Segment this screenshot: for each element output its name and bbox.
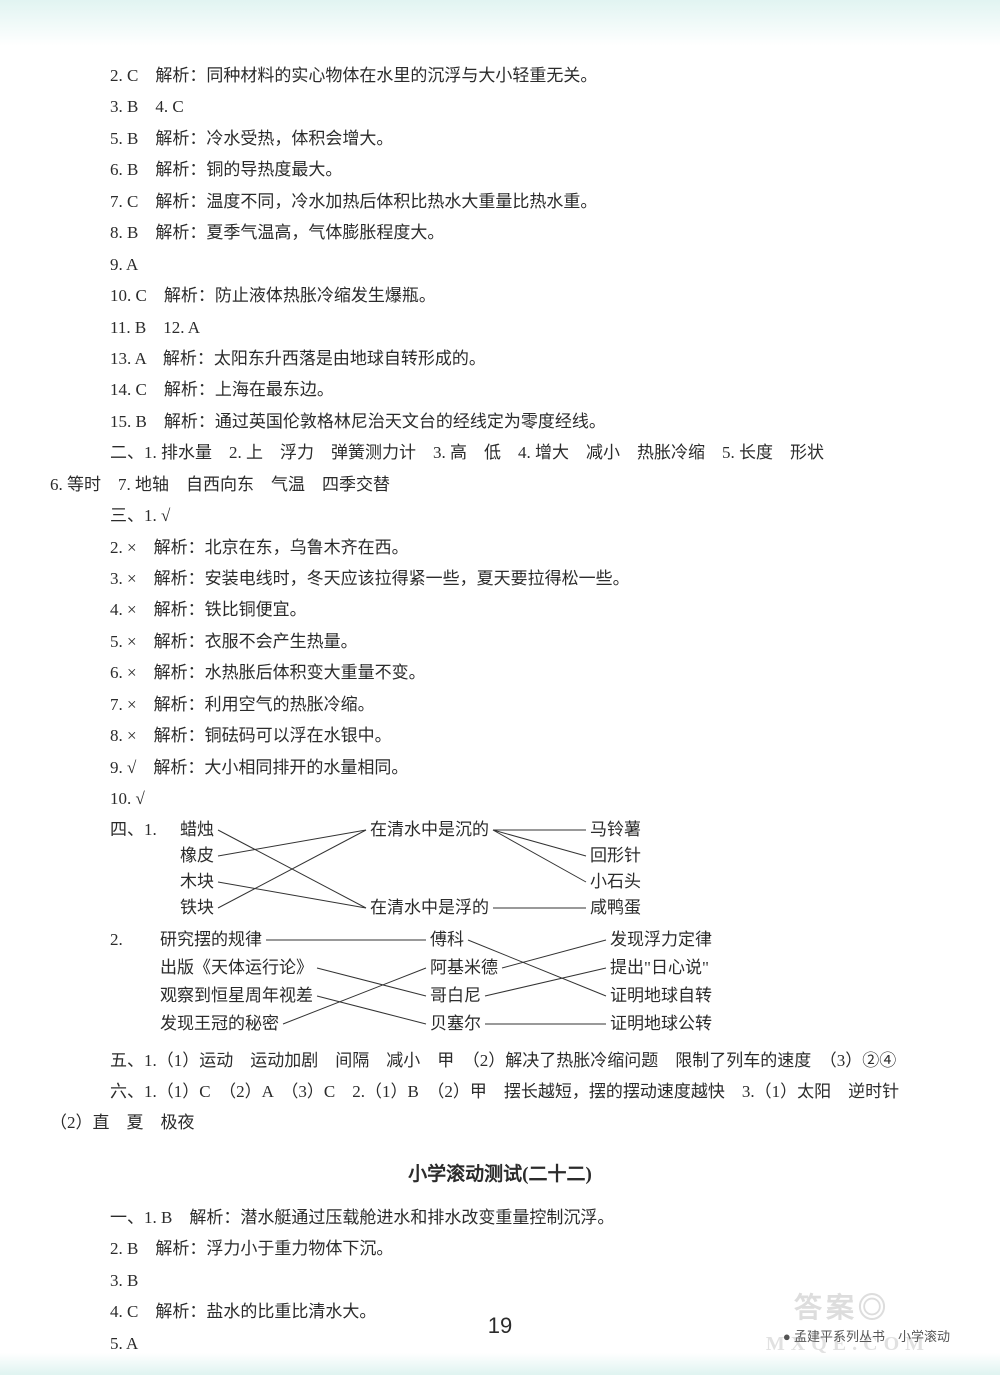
text-line: 六、1.（1）C （2）A （3）C 2.（1）B （2）甲 摆长越短，摆的摆动… [50, 1076, 950, 1107]
section-title: 小学滚动测试(二十二) [50, 1157, 950, 1192]
page-number: 19 [488, 1306, 512, 1347]
text-line: 二、1. 排水量 2. 上 浮力 弹簧测力计 3. 高 低 4. 增大 减小 热… [50, 437, 950, 468]
svg-text:咸鸭蛋: 咸鸭蛋 [590, 898, 641, 917]
text-line: 一、1. B 解析：潜水艇通过压载舱进水和排水改变重量控制沉浮。 [50, 1202, 950, 1233]
svg-text:哥白尼: 哥白尼 [430, 986, 481, 1005]
svg-text:橡皮: 橡皮 [180, 846, 214, 865]
text-line: 7. × 解析：利用空气的热胀冷缩。 [50, 689, 950, 720]
svg-text:观察到恒星周年视差: 观察到恒星周年视差 [160, 986, 313, 1005]
matching-diagram: 四、1. 蜡烛橡皮木块铁块 在清水中是沉的在清水中是浮的 马铃薯回形针小石头咸鸭蛋 [110, 815, 950, 925]
text-line: 5. B 解析：冷水受热，体积会增大。 [50, 123, 950, 154]
text-line: 3. × 解析：安装电线时，冬天应该拉得紧一些，夏天要拉得松一些。 [50, 563, 950, 594]
text-line: 3. B 4. C [50, 91, 950, 122]
text-line: 6. B 解析：铜的导热度最大。 [50, 154, 950, 185]
text-line: 15. B 解析：通过英国伦敦格林尼治天文台的经线定为零度经线。 [50, 406, 950, 437]
svg-text:发现王冠的秘密: 发现王冠的秘密 [160, 1014, 279, 1033]
svg-text:贝塞尔: 贝塞尔 [430, 1014, 481, 1033]
svg-text:马铃薯: 马铃薯 [590, 820, 641, 839]
text-line: 4. × 解析：铁比铜便宜。 [50, 594, 950, 625]
text-line: 2. B 解析：浮力小于重力物体下沉。 [50, 1233, 950, 1264]
svg-text:在清水中是浮的: 在清水中是浮的 [370, 898, 489, 917]
svg-text:证明地球公转: 证明地球公转 [610, 1014, 712, 1033]
text-line: 5. × 解析：衣服不会产生热量。 [50, 626, 950, 657]
svg-text:四、1.: 四、1. [110, 820, 157, 839]
text-line: 8. B 解析：夏季气温高，气体膨胀程度大。 [50, 217, 950, 248]
text-line: 9. A [50, 249, 950, 280]
text-line: 7. C 解析：温度不同，冷水加热后体积比热水大重量比热水重。 [50, 186, 950, 217]
watermark-b: MXQE.COM [766, 1326, 930, 1363]
text-line: 6. 等时 7. 地轴 自西向东 气温 四季交替 [50, 469, 950, 500]
text-line: （2）直 夏 极夜 [50, 1107, 950, 1138]
text-line: 三、1. √ [50, 500, 950, 531]
text-line: 8. × 解析：铜砝码可以浮在水银中。 [50, 720, 950, 751]
document-body: 2. C 解析：同种材料的实心物体在水里的沉浮与大小轻重无关。3. B 4. C… [50, 60, 950, 1359]
svg-text:阿基米德: 阿基米德 [430, 958, 498, 977]
svg-text:发现浮力定律: 发现浮力定律 [610, 930, 712, 949]
svg-text:研究摆的规律: 研究摆的规律 [160, 930, 262, 949]
text-line: 10. √ [50, 783, 950, 814]
text-line: 2. C 解析：同种材料的实心物体在水里的沉浮与大小轻重无关。 [50, 60, 950, 91]
top-tint [0, 0, 1000, 46]
svg-text:出版《天体运行论》: 出版《天体运行论》 [160, 958, 313, 977]
svg-text:在清水中是沉的: 在清水中是沉的 [370, 820, 489, 839]
matching-diagram: 2. 研究摆的规律出版《天体运行论》观察到恒星周年视差发现王冠的秘密 傅科阿基米德哥… [110, 925, 950, 1045]
svg-text:回形针: 回形针 [590, 846, 641, 865]
text-line: 11. B 12. A [50, 312, 950, 343]
text-line: 五、1.（1）运动 运动加剧 间隔 减小 甲 （2）解决了热胀冷缩问题 限制了列… [50, 1045, 950, 1076]
text-line: 14. C 解析：上海在最东边。 [50, 374, 950, 405]
svg-text:木块: 木块 [180, 872, 214, 891]
text-line: 13. A 解析：太阳东升西落是由地球自转形成的。 [50, 343, 950, 374]
svg-text:小石头: 小石头 [590, 872, 641, 891]
svg-text:2.: 2. [110, 930, 123, 949]
text-line: 10. C 解析：防止液体热胀冷缩发生爆瓶。 [50, 280, 950, 311]
svg-text:铁块: 铁块 [180, 898, 214, 917]
text-line: 9. √ 解析：大小相同排开的水量相同。 [50, 752, 950, 783]
text-line: 6. × 解析：水热胀后体积变大重量不变。 [50, 657, 950, 688]
svg-text:傅科: 傅科 [430, 930, 464, 949]
svg-text:证明地球自转: 证明地球自转 [610, 986, 712, 1005]
svg-text:提出"日心说": 提出"日心说" [610, 958, 709, 977]
text-line: 2. × 解析：北京在东，乌鲁木齐在西。 [50, 532, 950, 563]
svg-text:蜡烛: 蜡烛 [180, 820, 214, 839]
